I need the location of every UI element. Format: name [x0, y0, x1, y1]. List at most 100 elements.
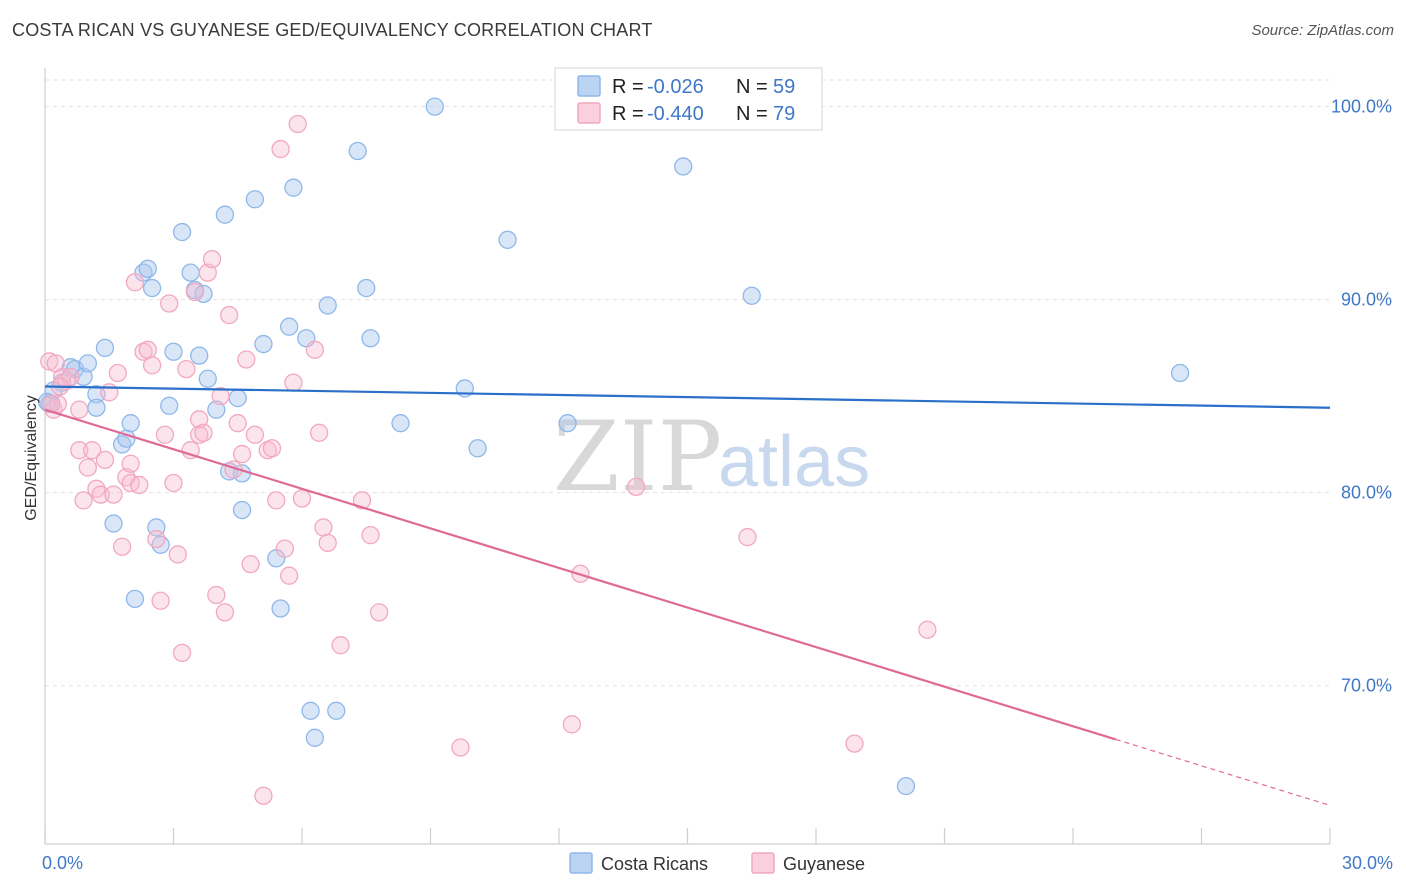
- y-tick-label: 90.0%: [1341, 290, 1392, 310]
- bottom-legend-costa-ricans: Costa Ricans: [601, 854, 708, 874]
- point-costa-ricans: [95, 338, 115, 358]
- y-axis-label: GED/Equivalency: [23, 395, 40, 520]
- point-costa-ricans: [190, 346, 209, 365]
- point-guyanese: [125, 273, 145, 292]
- point-guyanese: [142, 356, 162, 375]
- point-guyanese: [245, 425, 265, 444]
- point-costa-ricans: [125, 589, 145, 608]
- point-guyanese: [331, 636, 350, 655]
- point-guyanese: [70, 441, 89, 460]
- point-guyanese: [181, 441, 200, 460]
- point-guyanese: [202, 249, 222, 269]
- legend-r-value-2: -0.440: [647, 103, 704, 125]
- point-costa-ricans: [327, 701, 346, 720]
- point-guyanese: [130, 475, 149, 495]
- point-guyanese: [228, 414, 247, 433]
- point-guyanese: [237, 350, 256, 369]
- point-costa-ricans: [357, 278, 376, 298]
- point-costa-ricans: [104, 514, 123, 533]
- point-costa-ricans: [254, 334, 273, 354]
- point-costa-ricans: [301, 701, 320, 720]
- point-guyanese: [211, 387, 230, 406]
- point-guyanese: [70, 400, 89, 419]
- chart-source: Source: ZipAtlas.com: [1251, 22, 1394, 39]
- point-guyanese: [168, 545, 187, 564]
- point-guyanese: [279, 566, 299, 585]
- trend-line-costa-ricans: [44, 385, 1331, 409]
- point-costa-ricans: [468, 439, 487, 458]
- point-guyanese: [918, 620, 937, 639]
- point-guyanese: [352, 491, 372, 510]
- y-tick-label: 70.0%: [1341, 676, 1392, 696]
- point-guyanese: [254, 786, 273, 805]
- trend-line-guyanese: [44, 408, 1117, 741]
- point-costa-ricans: [896, 776, 916, 796]
- point-guyanese: [190, 410, 209, 429]
- point-guyanese: [74, 491, 93, 510]
- point-guyanese: [138, 340, 157, 359]
- point-guyanese: [309, 423, 329, 442]
- axes: [44, 68, 1331, 845]
- legend-box: R = -0.026 N = 59 R = -0.440 N = 79: [554, 67, 823, 131]
- point-costa-ricans: [164, 342, 183, 361]
- point-guyanese: [738, 527, 757, 547]
- point-costa-ricans: [172, 222, 192, 242]
- legend-n-label-2: N =: [736, 103, 768, 125]
- trend-lines: [44, 385, 1331, 806]
- point-guyanese: [284, 373, 303, 392]
- point-guyanese: [121, 454, 140, 473]
- point-guyanese: [220, 305, 239, 325]
- watermark-atlas: atlas: [718, 422, 870, 502]
- trend-line-guyanese-extension: [1115, 738, 1331, 806]
- point-costa-ricans: [1170, 363, 1190, 383]
- x-tick-label: 0.0%: [42, 853, 83, 873]
- point-guyanese: [46, 354, 65, 373]
- point-costa-ricans: [271, 599, 290, 618]
- point-guyanese: [267, 491, 286, 510]
- legend-r-label-1: R =: [612, 76, 644, 98]
- point-guyanese: [305, 340, 325, 359]
- point-guyanese: [91, 485, 110, 504]
- y-tick-label: 100.0%: [1331, 97, 1392, 117]
- legend-n-value-2: 79: [773, 103, 795, 125]
- point-costa-ricans: [121, 414, 140, 433]
- point-guyanese: [40, 352, 59, 371]
- point-guyanese: [172, 643, 192, 663]
- point-costa-ricans: [232, 500, 252, 520]
- point-guyanese: [275, 539, 295, 558]
- point-guyanese: [292, 489, 312, 508]
- point-costa-ricans: [498, 230, 517, 249]
- point-guyanese: [104, 485, 123, 504]
- point-costa-ricans: [674, 157, 693, 176]
- bottom-legend-swatch-guyanese: [751, 852, 775, 874]
- point-costa-ricans: [74, 367, 93, 387]
- point-costa-ricans: [78, 354, 97, 373]
- y-tick-label: 80.0%: [1341, 483, 1392, 503]
- point-guyanese: [288, 114, 307, 134]
- point-guyanese: [164, 473, 183, 493]
- point-guyanese: [112, 537, 132, 556]
- point-guyanese: [314, 518, 333, 537]
- point-costa-ricans: [318, 296, 337, 315]
- point-guyanese: [160, 294, 179, 313]
- point-costa-ricans: [279, 317, 299, 336]
- bottom-legend-swatch-costa-ricans: [569, 852, 593, 874]
- point-guyanese: [198, 263, 217, 282]
- x-tick-labels: 0.0% 30.0%: [42, 853, 1393, 873]
- legend-r-value-1: -0.026: [647, 76, 704, 98]
- point-guyanese: [155, 425, 175, 444]
- watermark: ZIP atlas: [553, 401, 870, 513]
- point-costa-ricans: [391, 414, 410, 433]
- point-costa-ricans: [87, 398, 106, 417]
- point-guyanese: [147, 529, 166, 549]
- point-guyanese: [845, 734, 864, 753]
- point-guyanese: [318, 533, 337, 553]
- point-guyanese: [271, 139, 290, 159]
- point-guyanese: [361, 525, 380, 545]
- chart-title: COSTA RICAN VS GUYANESE GED/EQUIVALENCY …: [12, 20, 653, 40]
- point-costa-ricans: [425, 97, 444, 116]
- point-guyanese: [262, 439, 282, 458]
- legend-n-label-1: N =: [736, 76, 768, 98]
- point-guyanese: [369, 603, 389, 622]
